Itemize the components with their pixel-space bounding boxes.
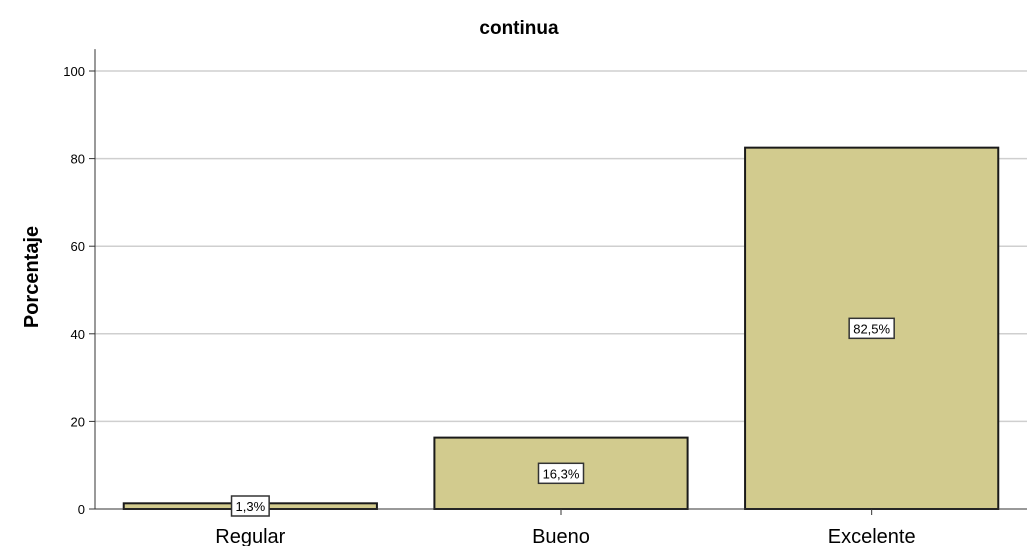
y-axis-label: Porcentaje	[21, 226, 43, 328]
data-label-box	[230, 495, 270, 517]
y-tick-label: 60	[71, 239, 85, 254]
y-tick-label: 20	[71, 414, 85, 429]
data-label-box	[537, 462, 585, 485]
data-label: 1,3%	[236, 499, 266, 514]
y-tick-labels: 0 20 40 60 80 100	[63, 64, 95, 517]
data-label-box	[848, 317, 895, 340]
x-category-label: Bueno	[532, 526, 590, 546]
x-category-labels: Regular Bueno Excelente	[215, 509, 916, 546]
data-label: 16,3%	[543, 466, 580, 481]
data-labels: 1,3% 16,3% 82,5%	[230, 317, 895, 517]
y-tick-label: 0	[78, 502, 85, 517]
chart-title: continua	[479, 18, 559, 39]
x-category-label: Excelente	[828, 526, 916, 546]
x-category-label: Regular	[215, 526, 285, 546]
data-label: 82,5%	[853, 321, 890, 336]
y-tick-label: 40	[71, 327, 85, 342]
y-tick-label: 100	[63, 64, 85, 79]
y-tick-label: 80	[71, 152, 85, 167]
